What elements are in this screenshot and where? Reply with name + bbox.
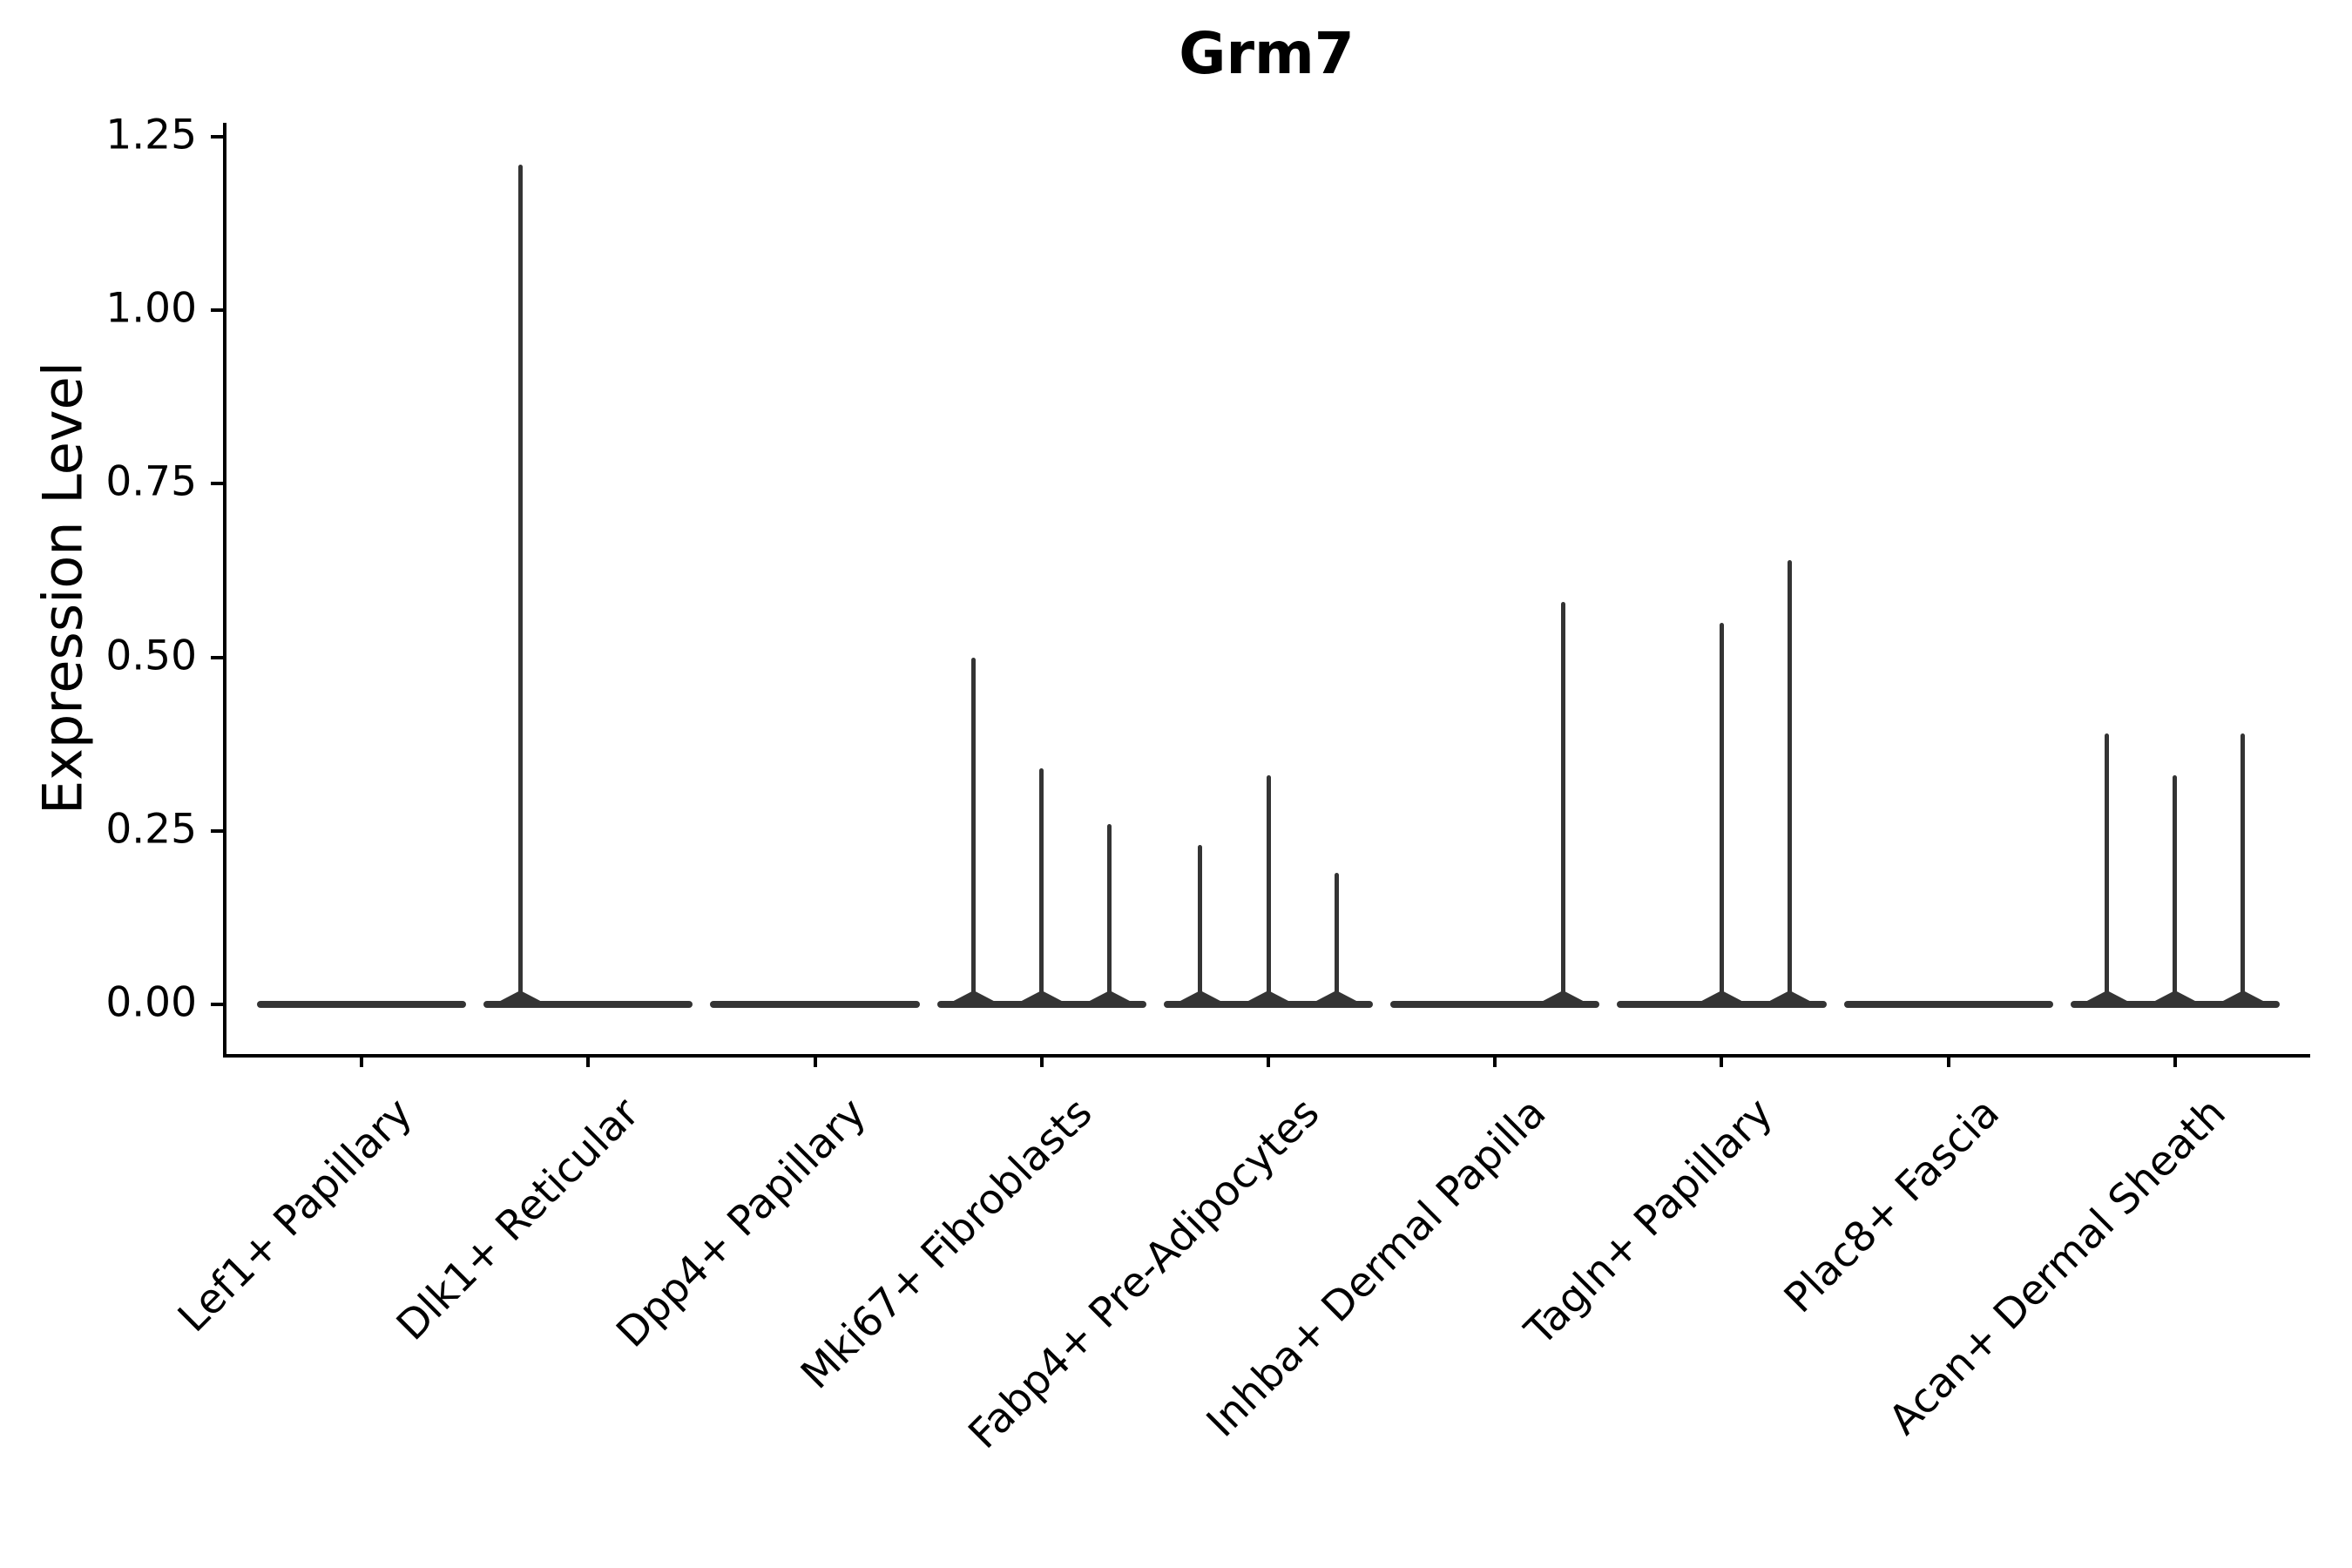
x-axis-tick bbox=[1039, 1054, 1044, 1067]
violin-baseline bbox=[1843, 1001, 2053, 1008]
violin-baseline bbox=[483, 1001, 693, 1008]
x-axis-tick bbox=[360, 1054, 364, 1067]
violin-spike bbox=[2240, 733, 2246, 1004]
y-axis-tick bbox=[211, 655, 225, 659]
x-axis-tick bbox=[1267, 1054, 1270, 1067]
x-axis-category-label: Dlk1+ Reticular bbox=[387, 1089, 649, 1350]
x-axis-tick bbox=[1493, 1054, 1497, 1067]
violin-spike bbox=[2105, 733, 2110, 1004]
x-axis-category-label: Tagln+ Papillary bbox=[1516, 1089, 1782, 1355]
violin-baseline bbox=[2070, 1001, 2280, 1008]
violin-baseline bbox=[1163, 1001, 1374, 1008]
violin-spike bbox=[971, 657, 977, 1004]
y-axis-tick bbox=[211, 1003, 225, 1006]
violin-baseline bbox=[936, 1001, 1146, 1008]
x-axis-category-label: Lef1+ Papillary bbox=[169, 1089, 422, 1342]
violin-spike bbox=[1198, 844, 1203, 1004]
y-axis-tick bbox=[211, 308, 225, 313]
violin-spike bbox=[1560, 601, 1565, 1004]
y-axis-tick-label: 1.00 bbox=[105, 284, 197, 333]
violin-spike bbox=[2173, 775, 2178, 1004]
y-axis-tick-label: 0.00 bbox=[105, 978, 197, 1027]
x-axis-tick bbox=[1946, 1054, 1950, 1067]
violin-spike bbox=[1266, 775, 1271, 1004]
violin-spike bbox=[517, 164, 523, 1004]
y-axis-tick-label: 0.75 bbox=[105, 457, 197, 506]
violin-spike bbox=[1719, 622, 1724, 1004]
violin-baseline bbox=[710, 1001, 920, 1008]
violin-spike bbox=[1334, 872, 1339, 1004]
chart-title: Grm7 bbox=[1179, 20, 1355, 87]
x-axis-tick bbox=[586, 1054, 591, 1067]
y-axis-tick-label: 0.50 bbox=[105, 631, 197, 679]
x-axis-tick bbox=[1720, 1054, 1724, 1067]
y-axis-tick bbox=[211, 828, 225, 833]
violin-baseline bbox=[1390, 1001, 1600, 1008]
y-axis-tick-label: 1.25 bbox=[105, 111, 197, 159]
y-axis-tick-label: 0.25 bbox=[105, 805, 197, 854]
violin-spike bbox=[1107, 823, 1112, 1004]
y-axis-tick bbox=[211, 135, 225, 139]
y-axis-title: Expression Level bbox=[30, 362, 95, 814]
x-axis-tick bbox=[2173, 1054, 2177, 1067]
violin-spike bbox=[1039, 768, 1044, 1004]
x-axis-category-label: Dpp4+ Papillary bbox=[606, 1089, 875, 1357]
x-axis-category-label: Plac8+ Fascia bbox=[1774, 1089, 2009, 1322]
y-axis-tick bbox=[211, 482, 225, 486]
violin-spike bbox=[1788, 560, 1792, 1004]
violin-baseline bbox=[1617, 1001, 1827, 1008]
x-axis-tick bbox=[813, 1054, 817, 1067]
violin-baseline bbox=[257, 1001, 467, 1008]
